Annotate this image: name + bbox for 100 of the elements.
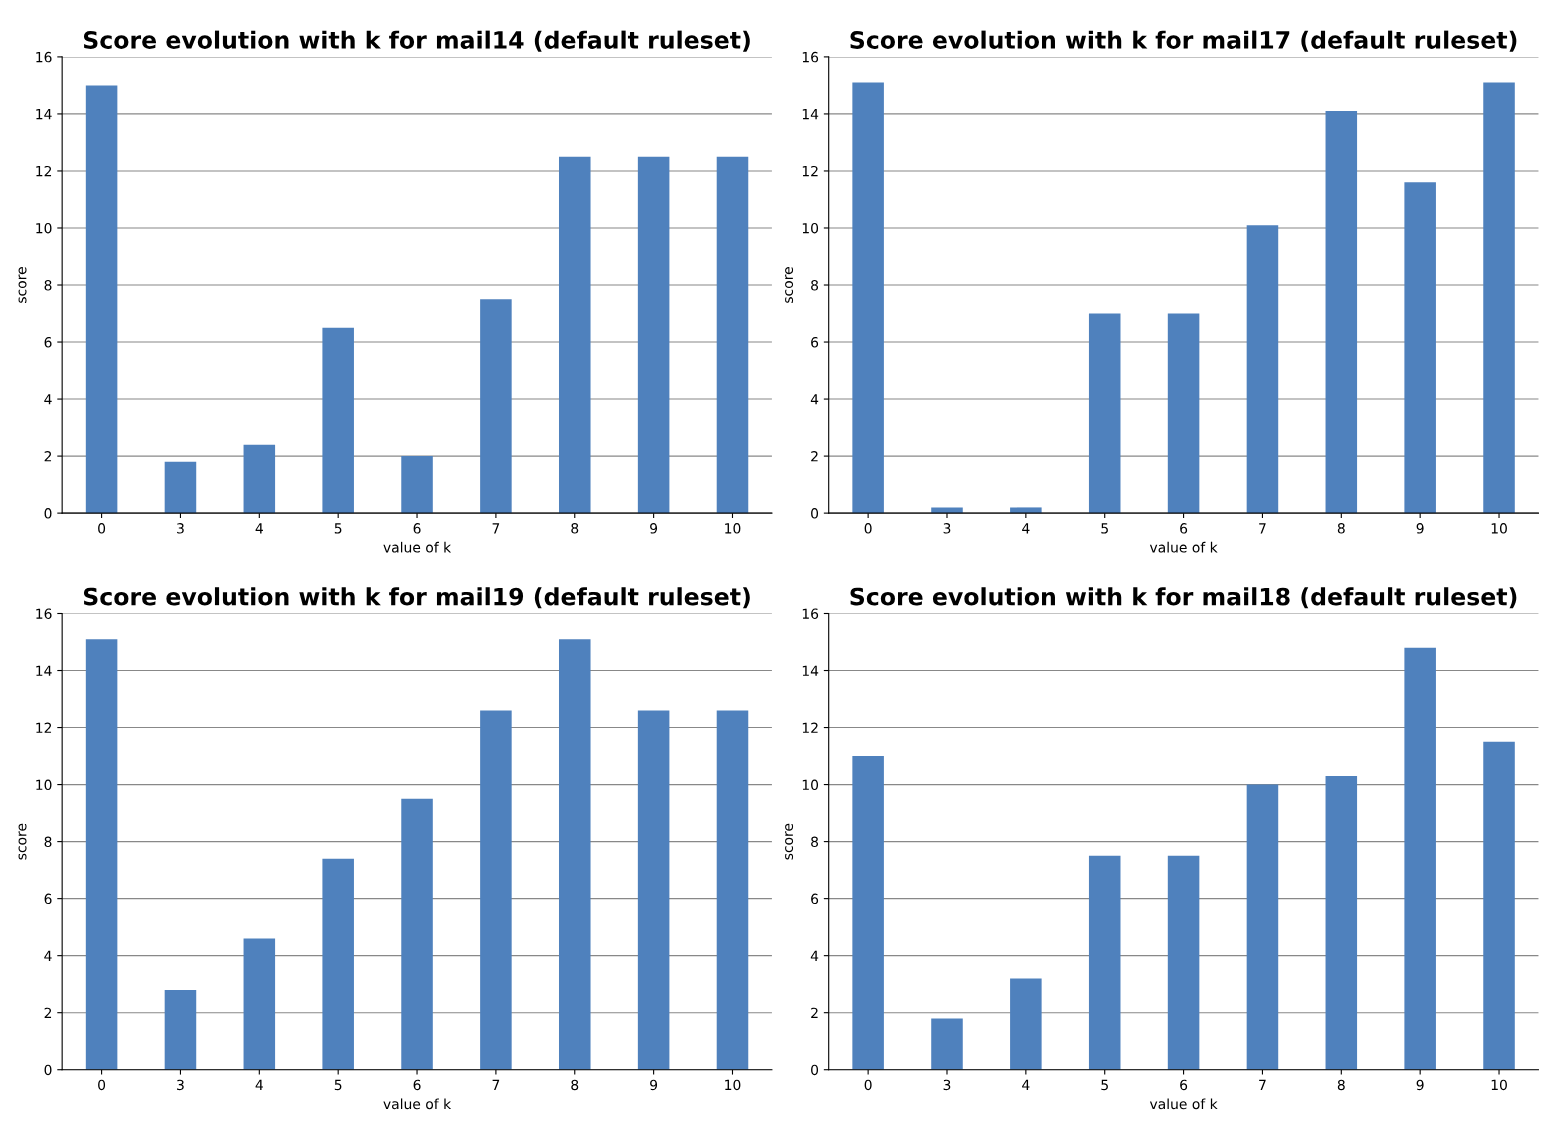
bar [1483,82,1515,514]
x-tick-label: 5 [1101,523,1108,534]
x-axis-title: value of k [383,541,452,553]
x-tick-label: 6 [1180,1079,1188,1091]
y-tick-label: 0 [44,508,52,519]
x-tick-label: 3 [943,1079,951,1091]
x-tick-label: 8 [571,523,579,534]
y-tick-label: 12 [36,722,52,733]
y-tick-label: 8 [811,279,819,291]
x-tick-label: 10 [1491,523,1507,534]
x-tick-label: 0 [98,523,106,534]
y-tick-label: 10 [36,222,52,234]
y-tick-label: 12 [36,165,52,177]
x-tick-label: 5 [334,523,342,534]
x-tick-label: 4 [255,1079,263,1090]
y-tick-label: 10 [802,222,819,234]
y-tick-label: 16 [802,608,819,619]
y-tick-label: 2 [44,451,52,462]
y-tick-label: 14 [36,665,52,676]
y-tick-label: 6 [44,893,52,905]
bar [1325,111,1358,514]
x-tick-label: 9 [1416,1079,1424,1091]
y-tick-label: 0 [811,508,819,519]
y-axis-title: score [785,823,794,860]
y-tick-label: 2 [811,1007,818,1018]
x-tick-label: 10 [1491,1079,1507,1091]
x-tick-label: 7 [1259,1079,1266,1090]
x-tick-label: 10 [725,523,741,534]
y-tick-label: 16 [36,51,52,63]
x-tick-label: 4 [1022,523,1030,534]
x-tick-label: 7 [492,523,500,534]
bar [480,710,512,1070]
bar [480,299,512,514]
y-tick-label: 8 [811,836,819,848]
x-tick-label: 7 [492,1079,500,1090]
y-tick-label: 6 [811,337,819,348]
bar [558,156,591,514]
x-tick-label: 7 [1259,523,1266,534]
bar [1088,313,1121,514]
x-tick-label: 10 [725,1079,741,1091]
y-tick-label: 8 [44,279,52,291]
chart-title: Score evolution with k for mail19 (default ruleset) [83,587,750,609]
bar [243,938,276,1070]
bar [322,327,354,514]
bar [1167,855,1200,1070]
y-tick-label: 2 [811,451,818,462]
bar [85,85,118,514]
bar [637,156,670,514]
chart-title: Score evolution with k for mail18 (default ruleset) [850,587,1517,609]
bar [1010,978,1042,1070]
y-tick-label: 16 [802,51,819,63]
bar [1325,776,1358,1070]
chart-title: Score evolution with k for mail17 (default ruleset) [850,30,1517,52]
bar [322,858,354,1070]
bar [1483,741,1515,1070]
bar [637,710,670,1070]
x-tick-label: 3 [943,523,951,534]
x-tick-label: 5 [334,1079,342,1091]
x-tick-label: 8 [1337,1079,1345,1091]
bar [401,456,433,514]
y-tick-label: 14 [36,109,52,120]
y-tick-label: 4 [810,394,819,405]
x-axis-title: value of k [383,1098,452,1110]
bar [1246,225,1279,514]
bar [401,798,433,1070]
bar [931,1018,963,1070]
x-tick-label: 3 [177,523,184,534]
bar [716,710,749,1070]
y-tick-label: 10 [802,779,819,791]
y-tick-label: 2 [44,1007,52,1018]
y-tick-label: 14 [802,109,819,120]
bar [1088,855,1121,1070]
bar [1167,313,1200,514]
bar [716,156,749,514]
y-tick-label: 14 [802,665,819,676]
x-tick-label: 9 [650,1079,658,1091]
x-tick-label: 6 [413,1079,421,1091]
x-tick-label: 3 [177,1079,184,1091]
y-tick-label: 6 [44,337,52,348]
y-axis-title: score [785,267,794,303]
y-tick-label: 12 [802,165,818,177]
x-tick-label: 4 [255,523,263,534]
x-tick-label: 9 [1416,523,1424,534]
x-tick-label: 6 [1180,523,1188,534]
y-tick-label: 12 [802,722,818,733]
x-axis-title: value of k [1149,541,1218,553]
bar [164,989,197,1070]
y-tick-label: 0 [811,1064,819,1076]
bar [85,639,118,1070]
x-tick-label: 6 [413,523,421,534]
y-axis-title: score [18,267,27,303]
y-tick-label: 16 [36,608,52,619]
x-tick-label: 5 [1101,1079,1108,1091]
x-tick-label: 0 [864,523,872,534]
bar [1404,182,1436,514]
y-tick-label: 10 [36,779,52,791]
bar [1404,647,1436,1070]
y-axis-title: score [18,823,27,860]
x-tick-label: 8 [571,1079,579,1091]
y-tick-label: 6 [811,893,819,905]
